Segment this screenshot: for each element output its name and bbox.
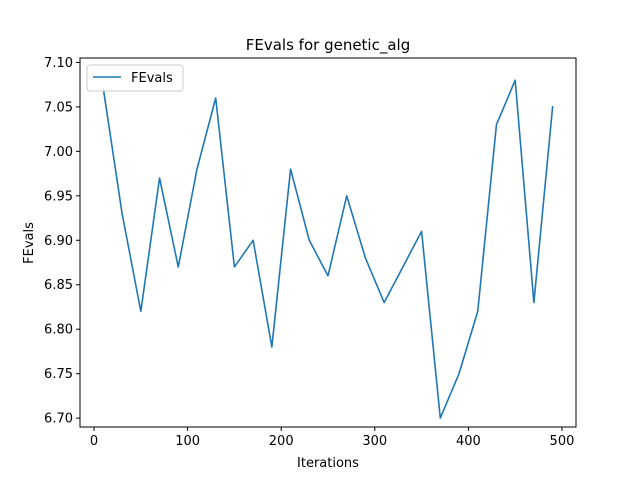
y-tick-label: 6.85 [44,278,73,293]
axes: 0 100 200 300 400 500 6.70 6.75 6.80 6.85 6.90 6.95… [44,56,574,449]
y-tick-label: 7.10 [44,56,73,71]
y-tick-label: 7.00 [44,145,73,160]
x-axis-title: Iterations [297,456,359,471]
x-tick-label: 0 [90,434,98,449]
legend-box [86,64,184,92]
y-tick-label: 7.05 [44,100,73,115]
y-tick-label: 6.80 [44,323,73,338]
plot-frame [79,57,577,428]
series-line-fevals [102,79,554,419]
series-layer [102,79,554,419]
legend: FEvals [86,64,184,92]
chart-title: FEvals for genetic_alg [246,36,410,55]
x-tick-label: 500 [550,434,575,449]
y-tick-label: 6.95 [44,189,73,204]
y-tick-label: 6.90 [44,234,73,249]
x-tick-label: 300 [362,434,387,449]
legend-label-fevals: FEvals [131,71,173,86]
y-tick-label: 6.70 [44,412,73,427]
x-tick-label: 400 [456,434,481,449]
y-tick-label: 6.75 [44,367,73,382]
x-tick-label: 100 [175,434,200,449]
y-axis-title: FEvals [22,222,37,264]
x-tick-label: 200 [269,434,294,449]
